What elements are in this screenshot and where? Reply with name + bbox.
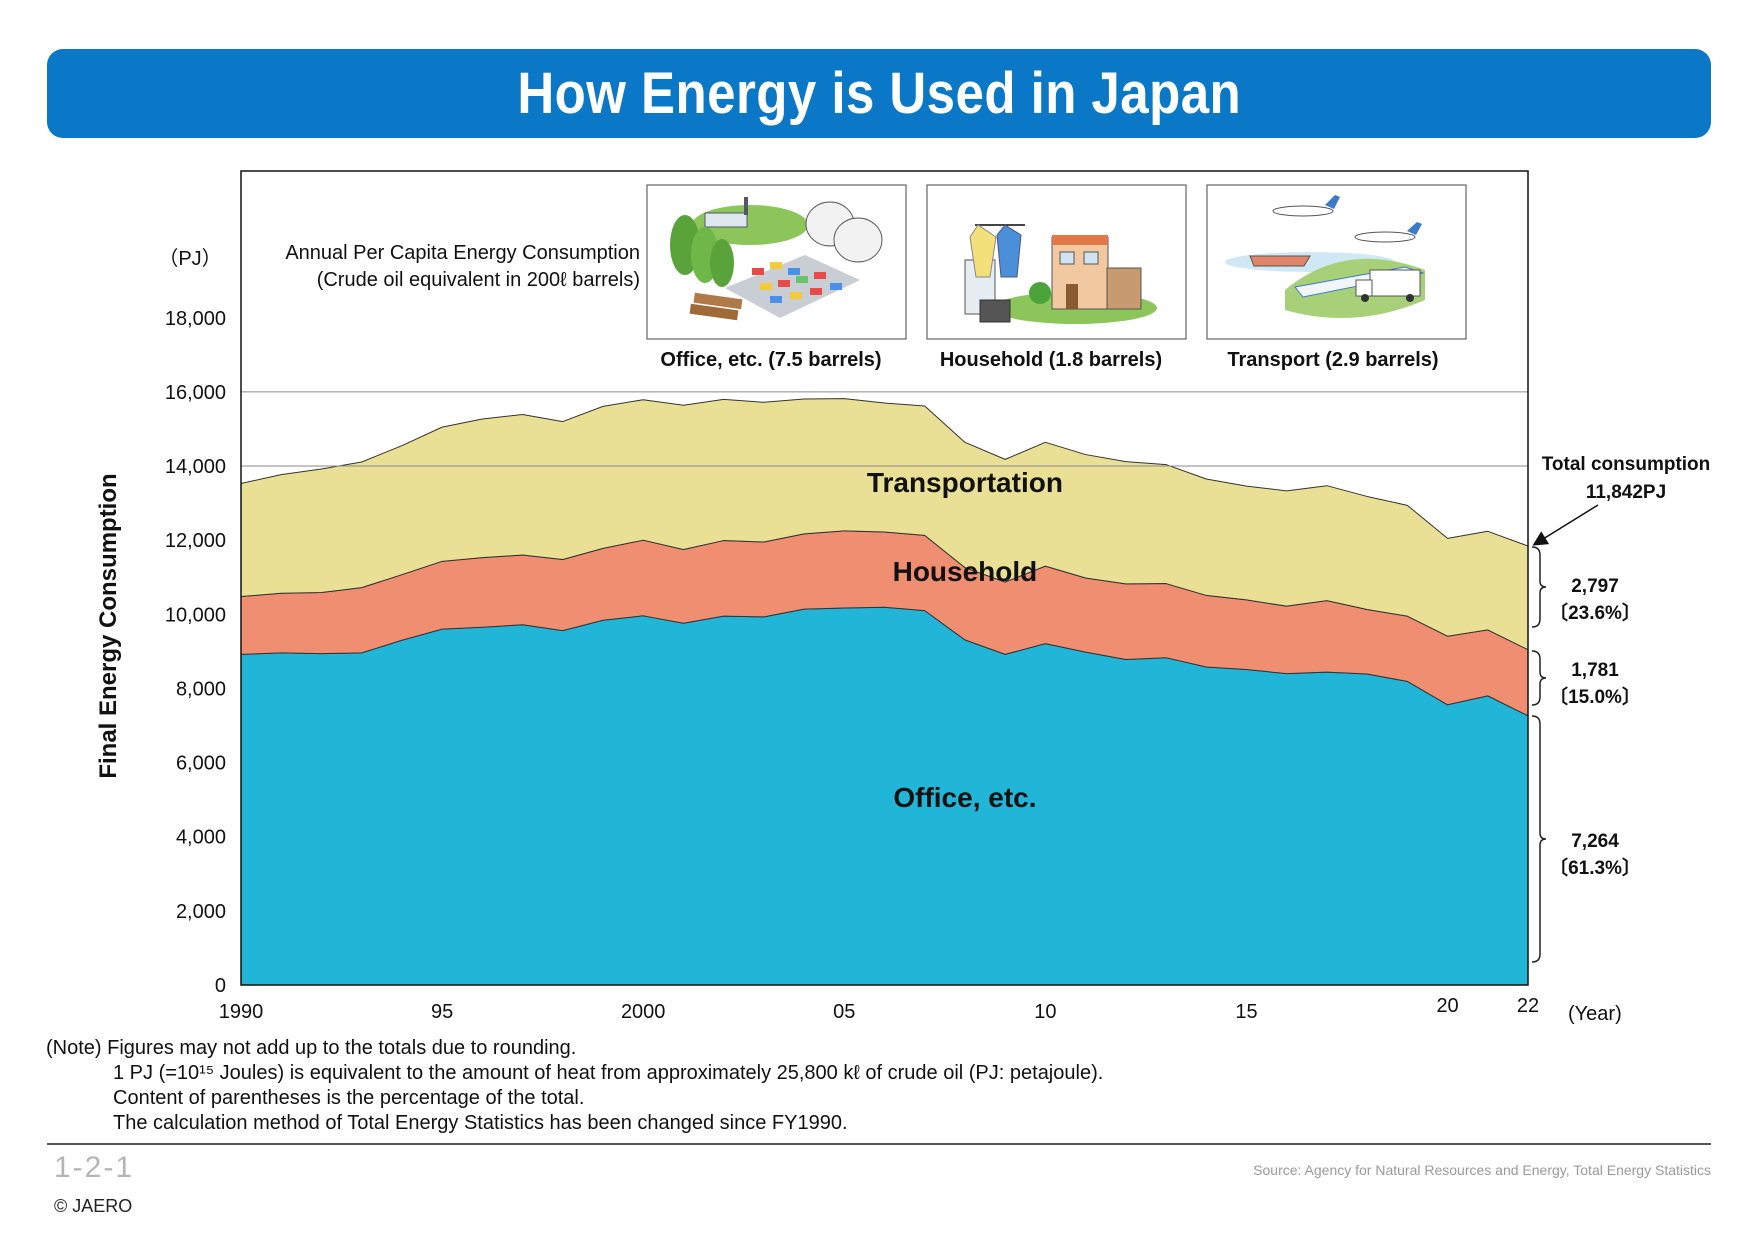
brace-household: [1531, 650, 1547, 706]
y-tick-label: 12,000: [165, 530, 226, 552]
total-consumption-label: Total consumption: [1542, 454, 1711, 475]
title-banner: How Energy is Used in Japan: [47, 49, 1711, 138]
per-capita-title-line2: (Crude oil equivalent in 200ℓ barrels): [317, 269, 640, 291]
note-line: 1 PJ (=10¹⁵ Joules) is equivalent to the…: [113, 1062, 1104, 1084]
source-credit: Source: Agency for Natural Resources and…: [1253, 1162, 1711, 1178]
factory-icon: [646, 184, 907, 340]
note-line: Content of parentheses is the percentage…: [113, 1087, 585, 1109]
notes-block: (Note) Figures may not add up to the tot…: [46, 1036, 1103, 1136]
y-tick-label: 6,000: [176, 753, 226, 775]
brace-transportation: [1531, 546, 1547, 628]
y-tick-label: 4,000: [176, 827, 226, 849]
footer-divider: [47, 1143, 1711, 1145]
y-unit-label: （PJ）: [158, 247, 221, 270]
page-number: 1-2-1: [54, 1151, 135, 1184]
per-capita-office-label: Office, etc. (7.5 barrels): [660, 349, 881, 371]
plot-frame: [240, 170, 1529, 986]
series-label: Transportation: [867, 467, 1063, 498]
y-tick-label: 10,000: [165, 604, 226, 626]
x-tick-label: 95: [431, 1001, 453, 1023]
y-tick-label: 2,000: [176, 901, 226, 923]
y-tick-label: 8,000: [176, 678, 226, 700]
household-pct: 〔15.0%〕: [1549, 685, 1641, 708]
total-consumption-value: 11,842PJ: [1586, 482, 1666, 503]
x-tick-label: 10: [1034, 1001, 1056, 1023]
y-tick-label: 0: [215, 975, 226, 997]
transport-icon: [1206, 184, 1467, 340]
energy-area-chart: 0 2,000 4,000 6,000 8,000 10,000 12,000 14,000 1…: [95, 170, 1711, 1025]
x-tick-label: 22: [1517, 995, 1539, 1017]
series-label: Household: [893, 556, 1038, 587]
transportation-value: 2,797: [1571, 576, 1619, 597]
office-value: 7,264: [1571, 831, 1619, 852]
note-line: (Note) Figures may not add up to the tot…: [46, 1037, 577, 1059]
x-axis-unit: (Year): [1568, 1003, 1622, 1025]
note-line: The calculation method of Total Energy S…: [113, 1112, 848, 1134]
x-tick-label: 20: [1436, 995, 1458, 1017]
y-axis-title: Final Energy Consumption: [95, 473, 122, 778]
y-tick-label: 14,000: [165, 456, 226, 478]
per-capita-transport-label: Transport (2.9 barrels): [1227, 349, 1438, 371]
household-value: 1,781: [1571, 660, 1619, 681]
copyright: © JAERO: [54, 1196, 133, 1216]
x-tick-label: 2000: [621, 1001, 666, 1023]
house-icon: [926, 184, 1187, 340]
x-tick-label: 15: [1235, 1001, 1257, 1023]
total-arrow: [1532, 504, 1599, 546]
page-title: How Energy is Used in Japan: [517, 61, 1241, 126]
brace-office: [1531, 715, 1547, 963]
transportation-pct: 〔23.6%〕: [1549, 601, 1641, 624]
x-tick-label: 05: [833, 1001, 855, 1023]
per-capita-title-line1: Annual Per Capita Energy Consumption: [285, 242, 640, 264]
office-pct: 〔61.3%〕: [1549, 856, 1641, 879]
y-tick-label: 18,000: [165, 308, 226, 330]
y-tick-label: 16,000: [165, 382, 226, 404]
series-label: Office, etc.: [893, 782, 1036, 813]
per-capita-household-label: Household (1.8 barrels): [940, 349, 1162, 371]
x-tick-label: 1990: [219, 1001, 264, 1023]
